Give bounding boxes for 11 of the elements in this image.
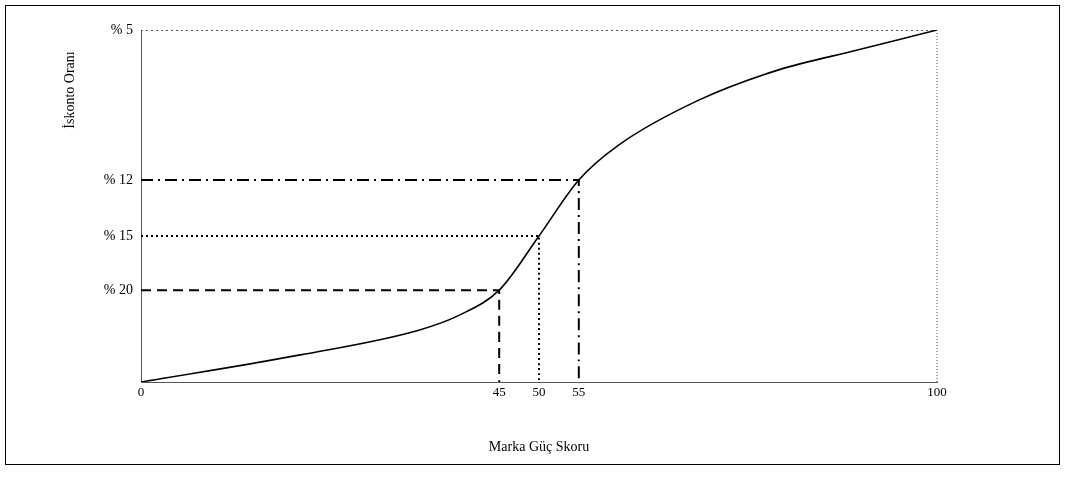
y-axis-title: İskonto Oranı: [61, 51, 77, 129]
series-label: % 15: [103, 227, 133, 243]
x-tick-label: 100: [927, 384, 947, 400]
x-tick-label: 0: [137, 384, 145, 400]
series-label: % 12: [103, 171, 133, 187]
x-axis-title: Marka Güç Skoru: [488, 438, 590, 454]
series-label: % 20: [103, 281, 133, 297]
x-tick-label: 50: [532, 384, 546, 400]
x-tick-label: 45: [492, 384, 506, 400]
x-tick-label: 55: [572, 384, 586, 400]
series-label: % 5: [110, 21, 133, 37]
